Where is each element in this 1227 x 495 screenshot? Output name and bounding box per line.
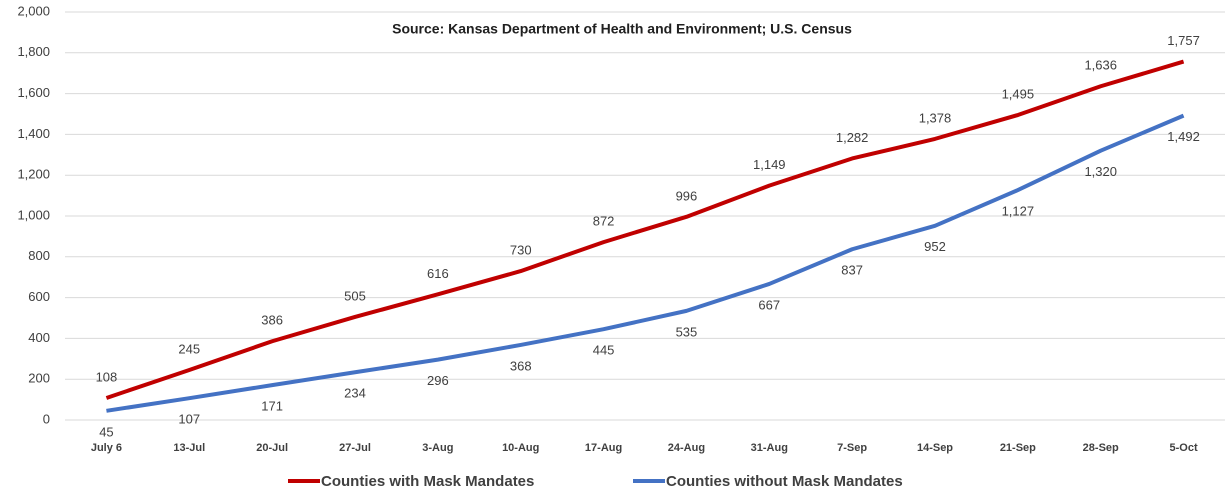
data-label: 1,636 (1084, 58, 1117, 73)
data-label: 505 (344, 288, 366, 303)
x-tick-label: 27-Jul (339, 442, 371, 454)
series-line (106, 113, 1185, 413)
data-label: 996 (676, 188, 698, 203)
y-tick-label: 1,600 (17, 85, 50, 100)
x-tick-label: 17-Aug (585, 442, 622, 454)
data-label: 616 (427, 266, 449, 281)
x-tick-label: 31-Aug (751, 442, 788, 454)
data-label: 1,320 (1084, 164, 1117, 179)
x-tick-label: 5-Oct (1170, 442, 1198, 454)
data-label: 952 (924, 239, 946, 254)
series-line (105, 59, 1185, 400)
data-label: 535 (676, 324, 698, 339)
data-label: 667 (758, 297, 780, 312)
data-label: 171 (261, 399, 283, 414)
x-tick-label: 21-Sep (1000, 442, 1036, 454)
x-tick-label: 24-Aug (668, 442, 705, 454)
x-tick-label: 3-Aug (422, 442, 453, 454)
data-label: 730 (510, 243, 532, 258)
y-tick-label: 0 (43, 411, 50, 426)
x-tick-label: July 6 (91, 442, 122, 454)
x-tick-label: 14-Sep (917, 442, 953, 454)
data-label: 1,495 (1002, 86, 1035, 101)
y-tick-label: 200 (28, 371, 50, 386)
x-tick-label: 28-Sep (1083, 442, 1119, 454)
y-tick-label: 400 (28, 330, 50, 345)
x-tick-label: 10-Aug (502, 442, 539, 454)
x-tick-label: 13-Jul (173, 442, 205, 454)
x-tick-label: 20-Jul (256, 442, 288, 454)
y-tick-label: 1,000 (17, 207, 50, 222)
chart-subtitle: Source: Kansas Department of Health and … (392, 21, 852, 37)
x-tick-label: 7-Sep (837, 442, 867, 454)
data-label: 107 (178, 412, 200, 427)
data-label: 1,378 (919, 110, 952, 125)
data-label: 872 (593, 214, 615, 229)
y-tick-label: 1,800 (17, 44, 50, 59)
legend-label: Counties without Mask Mandates (666, 473, 903, 490)
data-label: 445 (593, 343, 615, 358)
y-tick-label: 2,000 (17, 3, 50, 18)
data-label: 386 (261, 313, 283, 328)
y-tick-label: 1,400 (17, 126, 50, 141)
y-tick-label: 800 (28, 248, 50, 263)
y-tick-label: 1,200 (17, 167, 50, 182)
data-label: 245 (178, 341, 200, 356)
data-label: 296 (427, 373, 449, 388)
y-tick-label: 600 (28, 289, 50, 304)
data-label: 234 (344, 386, 366, 401)
data-label: 837 (841, 263, 863, 278)
data-label: 45 (99, 424, 113, 439)
legend-label: Counties with Mask Mandates (321, 473, 534, 490)
data-label: 1,282 (836, 130, 869, 145)
data-label: 1,127 (1002, 204, 1035, 219)
data-label: 368 (510, 358, 532, 373)
data-label: 1,492 (1167, 129, 1200, 144)
data-label: 1,757 (1167, 33, 1200, 48)
data-label: 1,149 (753, 157, 786, 172)
data-label: 108 (96, 369, 118, 384)
